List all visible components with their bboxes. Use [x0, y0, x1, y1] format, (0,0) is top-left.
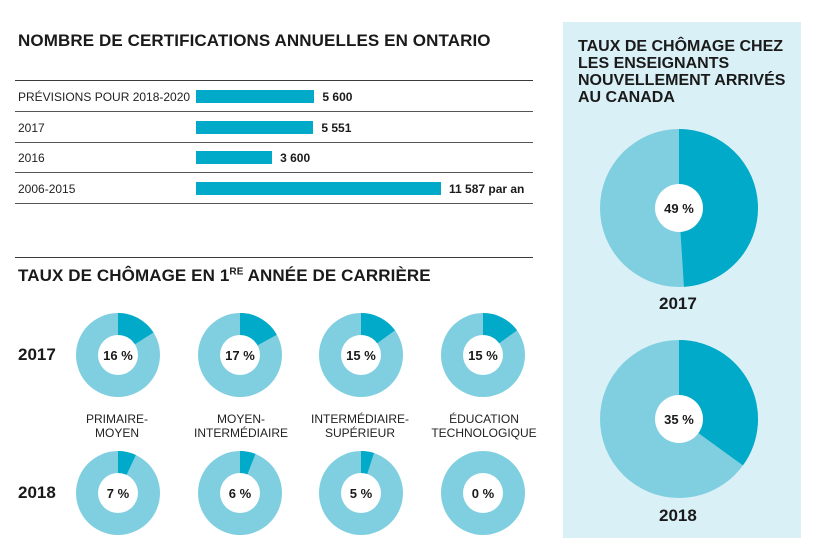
- donut-2017-2: 15 %: [319, 313, 403, 397]
- donut-2018-1-hole: [220, 473, 260, 513]
- donut-2017-3-label: 15 %: [468, 348, 498, 363]
- newcomers-donut-2017: 49 %: [600, 129, 759, 287]
- newcomers-title: TAUX DE CHÔMAGE CHEZ LES ENSEIGNANTS NOU…: [578, 38, 786, 106]
- donut-2018-2-hole: [341, 473, 381, 513]
- cert-bar: [196, 121, 314, 134]
- cert-row-divider: [15, 172, 533, 173]
- cert-row-divider: [15, 142, 533, 143]
- donut-2018-0-label: 7 %: [107, 486, 130, 501]
- unemployment-top-rule: [15, 257, 533, 258]
- unemployment-title-suffix: ANNÉE DE CARRIÈRE: [243, 266, 431, 285]
- donut-2018-3-label: 0 %: [472, 486, 495, 501]
- cert-bar: [196, 151, 273, 164]
- newcomers-donuts: 49 % 35 %: [600, 129, 759, 498]
- donut-2017-0-label: 16 %: [103, 348, 133, 363]
- donut-2017-1-hole: [220, 335, 260, 375]
- year-label-2017: 2017: [18, 345, 56, 364]
- donut-2018-1: 6 %: [198, 451, 282, 535]
- cert-bar-value: 5 600: [322, 90, 353, 104]
- category-label: ÉDUCATION TECHNOLOGIQUE: [431, 412, 537, 440]
- cert-row-divider: [15, 203, 533, 204]
- newcomers-donut-2018: 35 %: [600, 340, 758, 498]
- donut-2018-2: 5 %: [319, 451, 403, 535]
- cert-bar-value: 11 587 par an: [449, 182, 525, 196]
- newcomers-donut-2018-slice: [679, 340, 758, 466]
- donut-2018-3-hole: [463, 473, 503, 513]
- cert-bar-value: 3 600: [280, 151, 311, 165]
- donut-2017-2-label: 15 %: [346, 348, 376, 363]
- cert-bar: [196, 90, 315, 103]
- newcomers-donut-2017-label: 49 %: [664, 201, 694, 216]
- newcomers-donut-2018-label: 35 %: [664, 412, 694, 427]
- category-label: INTERMÉDIAIRE- SUPÉRIEUR: [310, 412, 409, 440]
- donut-2018-3: 0 %: [441, 451, 525, 535]
- unemployment-title: TAUX DE CHÔMAGE EN 1re ANNÉE DE CARRIÈRE: [18, 266, 431, 286]
- certifications-top-rule: [15, 80, 533, 81]
- donut-2017-1-label: 17 %: [225, 348, 255, 363]
- donut-2017-1: 17 %: [198, 313, 282, 397]
- donut-2018-0-hole: [98, 473, 138, 513]
- unemployment-title-sup: re: [229, 266, 244, 278]
- donut-2018-2-label: 5 %: [350, 486, 373, 501]
- donut-2018-1-label: 6 %: [229, 486, 252, 501]
- cert-bar-value: 5 551: [321, 121, 352, 135]
- cert-row-label: 2006-2015: [18, 182, 76, 196]
- category-label: PRIMAIRE- MOYEN: [85, 412, 148, 440]
- certifications-title: NOMBRE DE CERTIFICATIONS ANNUELLES EN ON…: [18, 31, 491, 50]
- year-label-2018: 2018: [18, 483, 56, 502]
- unemployment-title-prefix: TAUX DE CHÔMAGE EN 1: [18, 266, 230, 285]
- donut-2017-3-hole: [463, 335, 503, 375]
- newcomers-year-2017: 2017: [659, 294, 697, 313]
- cert-bar: [196, 182, 441, 195]
- newcomers-year-2018: 2018: [659, 506, 697, 525]
- newcomers-donut-2017-slice: [679, 129, 759, 287]
- cert-row-label: 2016: [18, 151, 45, 165]
- newcomers-donut-2017-hole: [655, 184, 703, 232]
- category-label: MOYEN- INTERMÉDIAIRE: [193, 412, 288, 440]
- cert-row-divider: [15, 111, 533, 112]
- cert-row-label: 2017: [18, 121, 45, 135]
- career-unemployment-donuts: 16 % 17 % 15 % 15 % 7 % 6 % 5 % 0 %: [76, 313, 525, 535]
- donut-2017-0-hole: [98, 335, 138, 375]
- donut-2017-3: 15 %: [441, 313, 525, 397]
- donut-2017-0: 16 %: [76, 313, 160, 397]
- donut-2017-2-hole: [341, 335, 381, 375]
- newcomers-donut-2018-hole: [655, 395, 703, 443]
- cert-row-label: PRÉVISIONS POUR 2018-2020: [18, 90, 191, 104]
- donut-2018-0: 7 %: [76, 451, 160, 535]
